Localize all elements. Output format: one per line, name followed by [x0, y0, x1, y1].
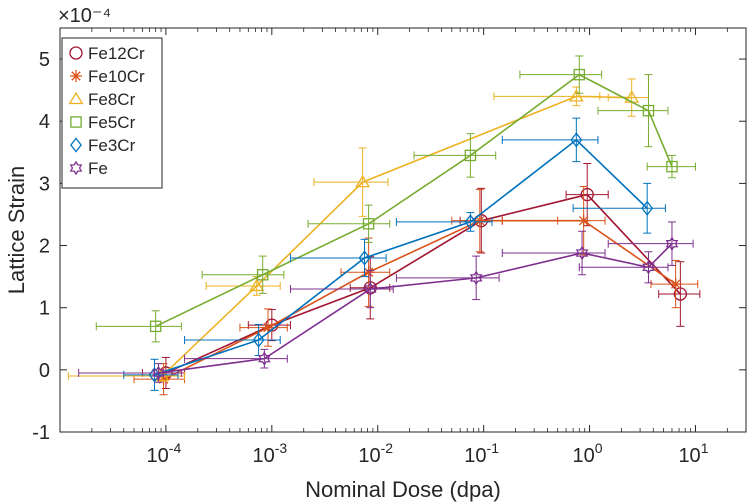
legend-marker-fe10cr — [70, 70, 82, 82]
y-tick-label: 3 — [39, 173, 50, 195]
y-tick-label: 1 — [39, 298, 50, 320]
legend-label-fe: Fe — [88, 159, 108, 178]
data-point-fe10cr — [578, 215, 590, 227]
x-tick-label: 10-2 — [358, 440, 393, 467]
y-exponent-label: ×10⁻⁴ — [58, 5, 111, 27]
y-tick-label: 5 — [39, 49, 50, 71]
x-tick-label: 101 — [678, 440, 708, 467]
data-point-fe10cr — [474, 215, 486, 227]
y-tick-label: 4 — [39, 111, 50, 133]
legend-label-fe10cr: Fe10Cr — [88, 67, 145, 86]
legend-label-fe5cr: Fe5Cr — [88, 113, 136, 132]
x-axis-title: Nominal Dose (dpa) — [305, 477, 501, 502]
legend-label-fe3cr: Fe3Cr — [88, 136, 136, 155]
x-tick-label: 10-4 — [147, 440, 182, 467]
y-tick-label: 0 — [39, 360, 50, 382]
legend: Fe12Cr Fe10Cr Fe8Cr Fe5Cr Fe3Cr Fe — [62, 38, 162, 188]
y-tick-label: 2 — [39, 236, 50, 258]
y-axis-title: Lattice Strain — [4, 166, 29, 294]
x-tick-label: 10-3 — [252, 440, 287, 467]
x-tick-label: 10-1 — [464, 440, 499, 467]
data-point-fe10cr — [670, 278, 682, 290]
legend-label-fe8cr: Fe8Cr — [88, 90, 136, 109]
x-tick-label: 100 — [573, 440, 603, 467]
legend-label-fe12cr: Fe12Cr — [88, 44, 145, 63]
y-tick-label: -1 — [32, 422, 50, 444]
